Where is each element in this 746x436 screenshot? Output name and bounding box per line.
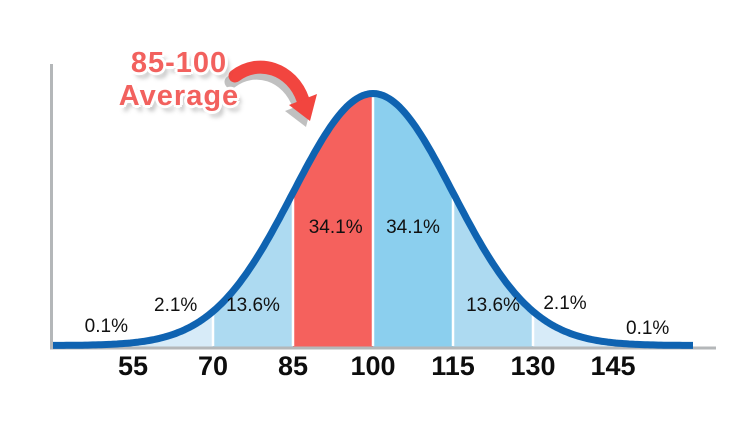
annotation-range-text: 85-100 bbox=[130, 47, 228, 79]
annotation-average-text: Average bbox=[118, 80, 240, 112]
segment-area-55-70 bbox=[133, 311, 213, 347]
segment-area-130-145 bbox=[533, 311, 613, 347]
annotation-callout: 85-100 Average bbox=[93, 47, 265, 113]
bell-curve-outline bbox=[52, 90, 694, 349]
